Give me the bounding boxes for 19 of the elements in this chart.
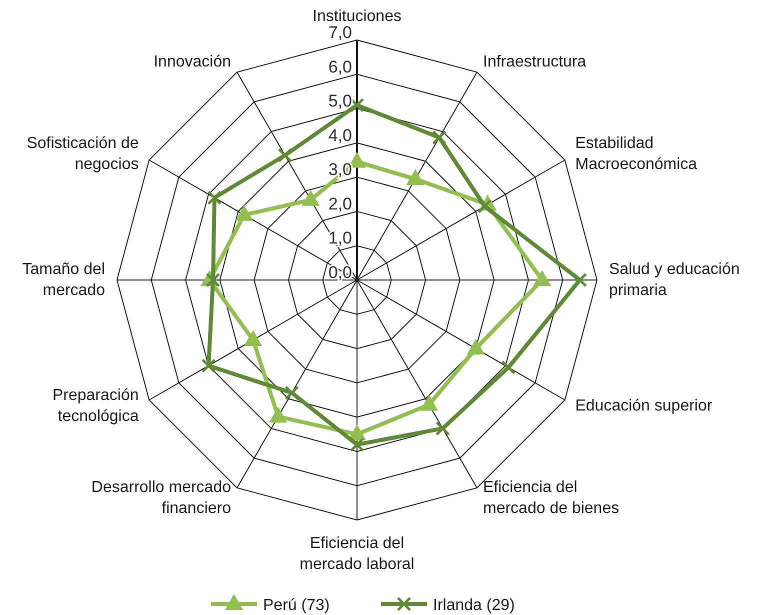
spoke-label: Estabilidad Macroeconómica <box>575 135 698 173</box>
spoke-label: Tamaño del mercado <box>22 261 106 299</box>
y-tick-label: 7,0 <box>328 23 352 42</box>
spoke-label: Eficiencia del mercado laboral <box>300 535 414 573</box>
spoke-label: Eficiencia del mercado de bienes <box>483 479 620 518</box>
spoke-label: Preparación tecnológica <box>52 387 139 425</box>
legend-label: Perú (73) <box>263 597 330 614</box>
spoke-label: Salud y educación primaria <box>609 261 740 299</box>
y-tick-label: 4,0 <box>328 126 352 145</box>
spoke-label: Sofisticación de negocios <box>26 135 139 173</box>
legend-label: Irlanda (29) <box>433 597 515 614</box>
spoke-label: Desarrollo mercado financiero <box>91 479 232 518</box>
spoke-label: Innovación <box>154 53 231 70</box>
y-tick-label: 2,0 <box>328 194 352 214</box>
spoke-label: Educación superior <box>575 398 713 414</box>
spoke-label: Instituciones <box>312 8 402 25</box>
y-tick-label: 6,0 <box>328 57 352 76</box>
y-tick-label: 5,0 <box>328 92 352 111</box>
spoke-label: Infraestructura <box>483 53 586 70</box>
